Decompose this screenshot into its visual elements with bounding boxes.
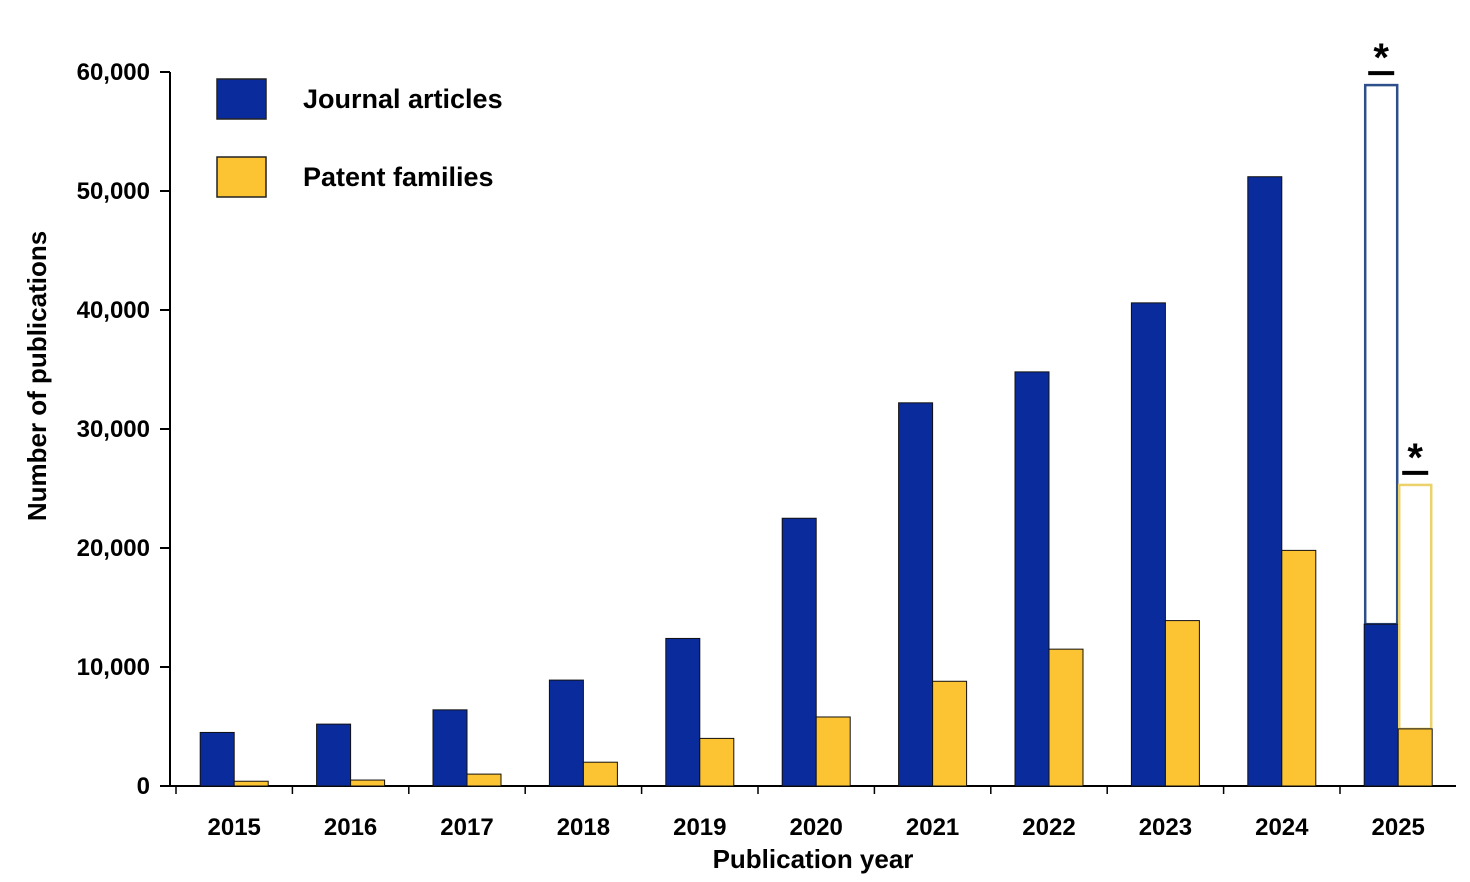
- bar-journal-articles-2016: [316, 723, 352, 787]
- x-tick-label: 2024: [1255, 814, 1309, 841]
- x-tick-label: 2018: [557, 814, 610, 841]
- bar-patent-families-2020: [815, 716, 851, 787]
- bar-patent-families-2017: [466, 773, 502, 787]
- y-tick-label: 30,000: [77, 416, 150, 443]
- y-tick-label: 50,000: [77, 178, 150, 205]
- legend-label-patent-families: Patent families: [303, 162, 494, 192]
- bar-journal-articles-2018: [548, 679, 584, 787]
- x-axis-title: Publication year: [713, 844, 914, 874]
- bar-patent-families-2019: [699, 737, 735, 787]
- bar-journal-articles-2021: [898, 402, 934, 787]
- x-tick-label: 2016: [324, 814, 377, 841]
- bar-journal-articles-2020: [781, 517, 817, 787]
- bar-journal-articles-2017: [432, 709, 468, 787]
- projected-bar-journal-articles: [1363, 83, 1399, 626]
- bar-journal-articles-2025: [1363, 623, 1399, 787]
- bar-journal-articles-2024: [1247, 176, 1283, 787]
- legend-label-journal-articles: Journal articles: [303, 84, 503, 114]
- projection-star: *: [1407, 436, 1423, 480]
- x-tick-label: 2023: [1139, 814, 1192, 841]
- plot-area: 0 10,000 20,000 30,000 40,000 50,000 60,000 201…: [77, 36, 1456, 841]
- projection-star: *: [1373, 36, 1389, 80]
- x-tick-label: 2015: [208, 814, 261, 841]
- y-tick-label: 20,000: [77, 535, 150, 562]
- bar-journal-articles-2022: [1014, 371, 1050, 787]
- y-tick-label: 40,000: [77, 297, 150, 324]
- x-tick-label: 2025: [1372, 814, 1425, 841]
- bar-patent-families-2024: [1281, 549, 1317, 787]
- y-axis-title: Number of publications: [22, 231, 52, 521]
- bar-patent-families-2025: [1397, 728, 1433, 787]
- bar-patent-families-2016: [350, 779, 386, 787]
- bar-patent-families-2022: [1048, 648, 1084, 787]
- bar-patent-families-2015: [233, 780, 269, 787]
- bar-patent-families-2023: [1164, 620, 1200, 787]
- bar-journal-articles-2023: [1130, 302, 1166, 787]
- bar-patent-families-2021: [932, 680, 968, 787]
- x-tick-label: 2020: [790, 814, 843, 841]
- projected-bar-patent-families: [1397, 483, 1433, 731]
- legend-swatch-journal-articles: [216, 78, 267, 120]
- legend-swatch-patent-families: [216, 156, 267, 198]
- x-tick-label: 2019: [673, 814, 726, 841]
- y-tick-label: 60,000: [77, 59, 150, 86]
- y-tick-label: 10,000: [77, 654, 150, 681]
- x-tick-label: 2022: [1022, 814, 1075, 841]
- legend: Journal articles Patent families: [216, 78, 503, 198]
- y-tick-label: 0: [137, 773, 150, 800]
- bar-journal-articles-2019: [665, 637, 701, 787]
- bar-journal-articles-2015: [199, 731, 235, 787]
- x-tick-label: 2021: [906, 814, 959, 841]
- x-tick-label: 2017: [440, 814, 493, 841]
- bar-patent-families-2018: [582, 761, 618, 787]
